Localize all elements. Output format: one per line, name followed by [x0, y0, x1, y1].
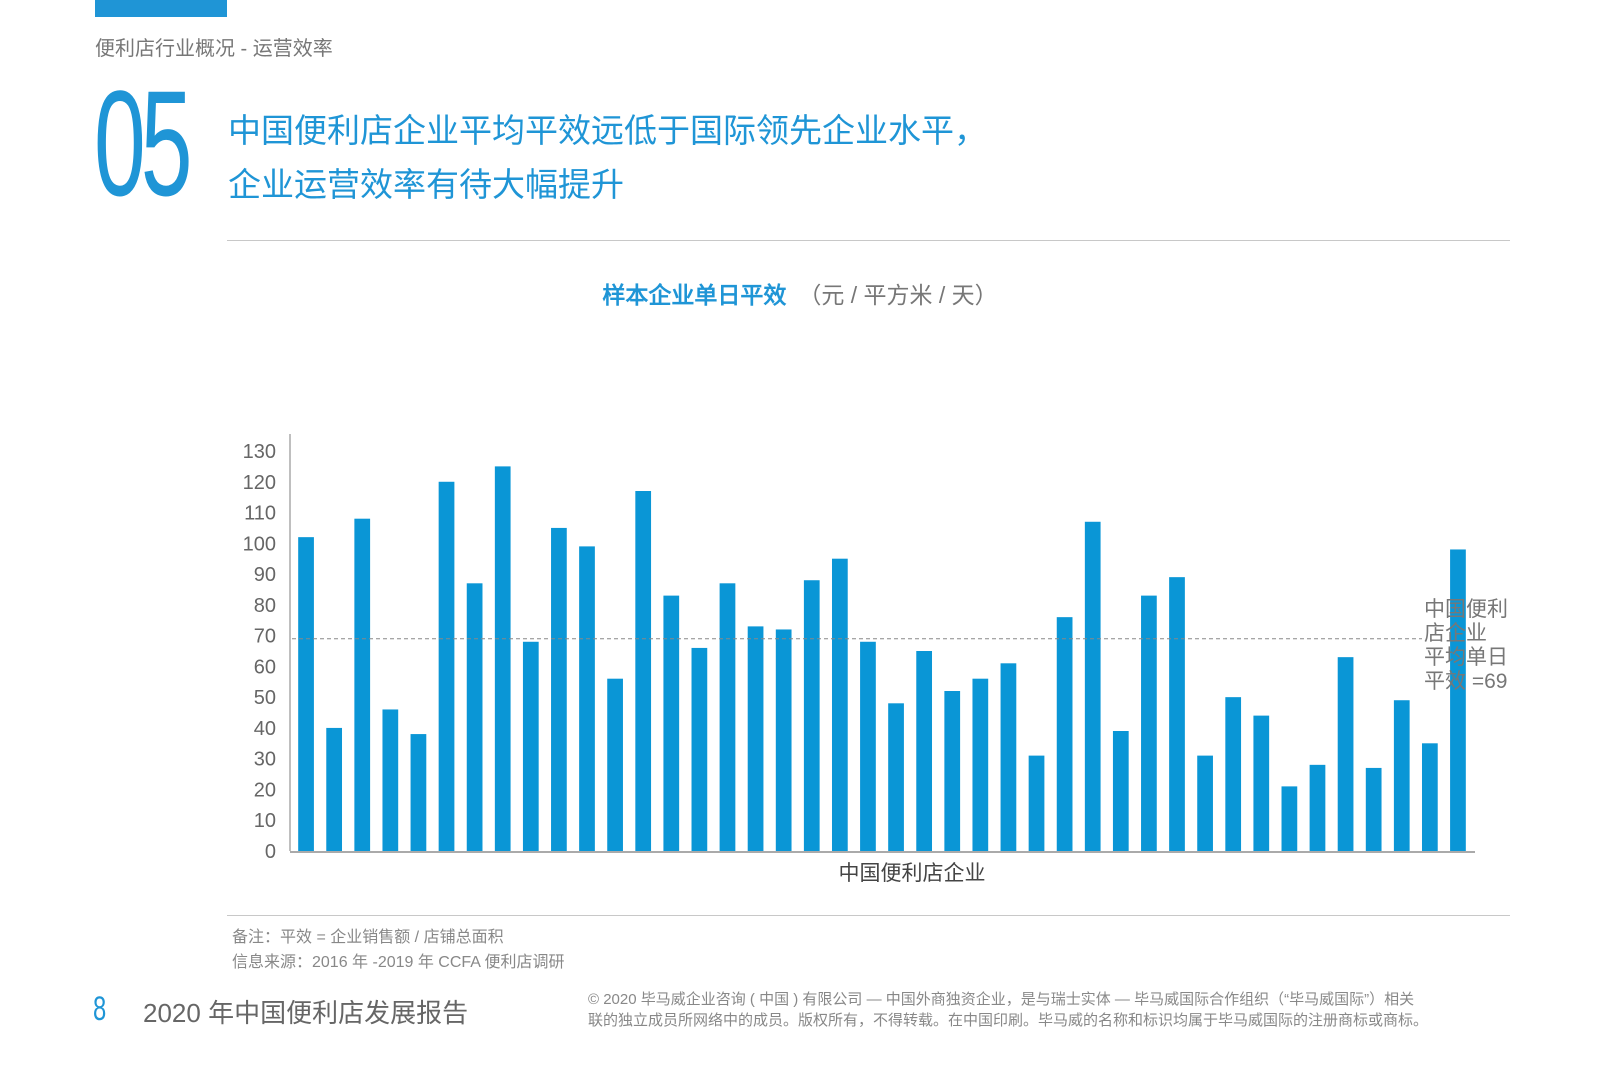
bottom-divider [227, 915, 1510, 916]
copyright-line-2: 联的独立成员所网络中的成员。版权所有，不得转载。在中国印刷。毕马威的名称和标识均… [588, 1012, 1429, 1029]
y-tick-label: 20 [254, 779, 276, 801]
source-note: 信息来源：2016 年 -2019 年 CCFA 便利店调研 [232, 954, 565, 971]
bar [860, 641, 876, 851]
bar [522, 641, 539, 851]
y-tick-label: 100 [243, 533, 276, 555]
bar [1393, 700, 1410, 851]
bar [972, 678, 989, 851]
bar [382, 709, 399, 851]
bar [1281, 786, 1298, 851]
y-tick-label: 30 [254, 749, 276, 771]
chart-title-main: 样本企业单日平效 [602, 282, 787, 308]
bar [1450, 549, 1466, 851]
y-tick-label: 80 [254, 595, 276, 617]
bar [1309, 764, 1326, 851]
y-tick-label: 70 [254, 626, 276, 648]
report-title: 2020 年中国便利店发展报告 [143, 998, 469, 1028]
section-number: 05 [94, 59, 192, 227]
bar [298, 537, 314, 851]
bar [691, 647, 708, 851]
bar [831, 558, 848, 851]
chart-title: 样本企业单日平效 （元 / 平方米 / 天） [0, 276, 1600, 310]
bar [1169, 577, 1185, 851]
bar [1253, 715, 1270, 851]
y-tick-label: 0 [265, 841, 276, 863]
bar [410, 734, 427, 851]
bar [1337, 657, 1354, 851]
average-label: 中国便利 [1424, 598, 1508, 621]
bar [1028, 755, 1045, 851]
bar [775, 629, 792, 851]
bar [1421, 743, 1438, 851]
copyright-line-1: © 2020 毕马威企业咨询 ( 中国 ) 有限公司 — 中国外商独资企业，是与… [588, 991, 1415, 1008]
y-tick-label: 110 [244, 503, 276, 525]
y-tick-label: 60 [254, 656, 276, 678]
bar [888, 703, 904, 851]
headline: 中国便利店企业平均平效远低于国际领先企业水平， 企业运营效率有待大幅提升 [228, 104, 987, 212]
bar [663, 595, 680, 851]
bar [551, 527, 567, 851]
y-tick-label: 40 [254, 718, 276, 740]
bar [1000, 663, 1017, 851]
bar [438, 481, 455, 851]
bar [1141, 595, 1157, 851]
y-tick-label: 50 [254, 687, 276, 709]
headline-line-1: 中国便利店企业平均平效远低于国际领先企业水平， [228, 112, 987, 149]
remark-note: 备注：平效 = 企业销售额 / 店铺总面积 [232, 929, 504, 946]
top-divider [227, 240, 1510, 241]
section-label: 便利店行业概况 - 运营效率 [95, 38, 333, 60]
y-tick-label: 90 [254, 564, 276, 586]
bar [1225, 697, 1242, 851]
bar [1084, 521, 1101, 851]
copyright: © 2020 毕马威企业咨询 ( 中国 ) 有限公司 — 中国外商独资企业，是与… [588, 989, 1508, 1031]
bar [944, 691, 961, 851]
bar [1197, 755, 1213, 851]
bar [916, 651, 933, 851]
bar [466, 583, 483, 851]
average-label: 店企业 [1424, 622, 1487, 645]
headline-line-2: 企业运营效率有待大幅提升 [228, 166, 624, 203]
bar [1365, 767, 1382, 851]
bar [326, 727, 343, 851]
bar [354, 518, 371, 851]
bar [1112, 731, 1129, 851]
bar [579, 546, 595, 851]
page-number: 8 [93, 990, 107, 1028]
bar [635, 491, 652, 851]
y-tick-label: 10 [254, 810, 276, 832]
bar [494, 466, 511, 851]
bar [747, 626, 764, 851]
average-label: 平效 =69 [1424, 670, 1507, 693]
y-tick-label: 120 [243, 472, 276, 494]
bar [1056, 617, 1073, 851]
x-axis-label: 中国便利店企业 [839, 862, 986, 885]
bar [607, 678, 623, 851]
y-tick-label: 130 [243, 441, 276, 463]
bar [803, 580, 820, 851]
chart-title-unit: （元 / 平方米 / 天） [798, 282, 998, 308]
bar [719, 583, 736, 851]
top-accent-bar [95, 0, 227, 17]
average-label: 平均单日 [1424, 646, 1508, 669]
